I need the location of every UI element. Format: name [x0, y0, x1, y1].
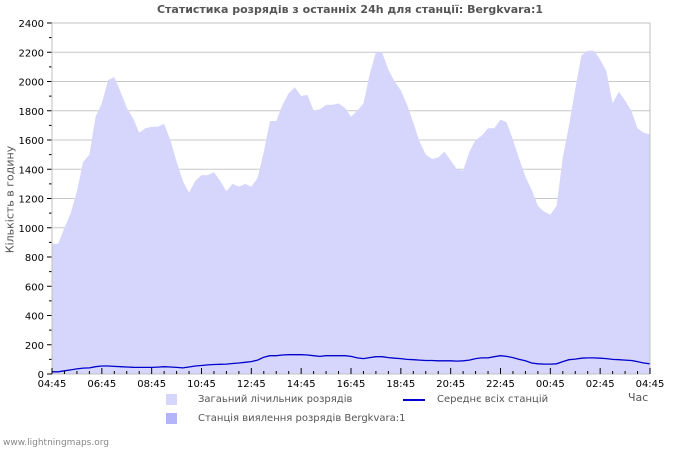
legend-item-station: Станція виялення розрядів Bergkvara:1	[166, 413, 406, 424]
svg-text:600: 600	[25, 282, 44, 293]
svg-text:10:45: 10:45	[187, 379, 216, 390]
svg-text:2000: 2000	[19, 78, 44, 89]
svg-text:2400: 2400	[19, 19, 44, 30]
legend-item-average: Середнє всіх станцій	[403, 394, 548, 405]
svg-text:800: 800	[25, 253, 44, 264]
tick-labels: 0 200 400 600 800 1000 1200 1400 1600 1800 2000 220…	[19, 19, 665, 390]
svg-text:0: 0	[38, 370, 44, 381]
axes	[47, 22, 651, 375]
legend-label-station: Станція виялення розрядів Bergkvara:1	[198, 413, 406, 424]
svg-text:22:45: 22:45	[486, 379, 515, 390]
svg-text:16:45: 16:45	[337, 379, 366, 390]
svg-text:14:45: 14:45	[287, 379, 316, 390]
svg-text:12:45: 12:45	[237, 379, 266, 390]
legend-label-average: Середнє всіх станцій	[437, 394, 549, 405]
svg-text:400: 400	[25, 312, 44, 323]
svg-text:200: 200	[25, 341, 44, 352]
svg-text:1200: 1200	[19, 195, 44, 206]
average-all-stations-line	[52, 354, 651, 373]
legend-label-total: Загаьний лічильник розрядів	[198, 394, 353, 405]
total-count-area	[52, 50, 650, 375]
x-axis-label: Час	[628, 391, 649, 404]
svg-text:20:45: 20:45	[436, 379, 465, 390]
svg-text:06:45: 06:45	[87, 379, 116, 390]
legend-swatch-total	[166, 394, 177, 405]
legend-swatch-average	[403, 398, 425, 401]
svg-text:04:45: 04:45	[636, 379, 665, 390]
svg-text:08:45: 08:45	[137, 379, 166, 390]
svg-text:1400: 1400	[19, 165, 44, 176]
legend-item-total: Загаьний лічильник розрядів	[166, 394, 352, 405]
svg-text:18:45: 18:45	[386, 379, 415, 390]
svg-text:1800: 1800	[19, 107, 44, 118]
watermark-link[interactable]: www.lightningmaps.org	[3, 438, 109, 448]
legend-swatch-station	[166, 413, 177, 424]
svg-text:00:45: 00:45	[536, 379, 565, 390]
svg-text:2200: 2200	[19, 48, 44, 59]
chart-title: Статистика розрядів з останніх 24h для с…	[156, 3, 544, 16]
svg-text:1000: 1000	[19, 224, 44, 235]
svg-text:02:45: 02:45	[586, 379, 615, 390]
svg-text:1600: 1600	[19, 136, 44, 147]
svg-text:04:45: 04:45	[38, 379, 67, 390]
